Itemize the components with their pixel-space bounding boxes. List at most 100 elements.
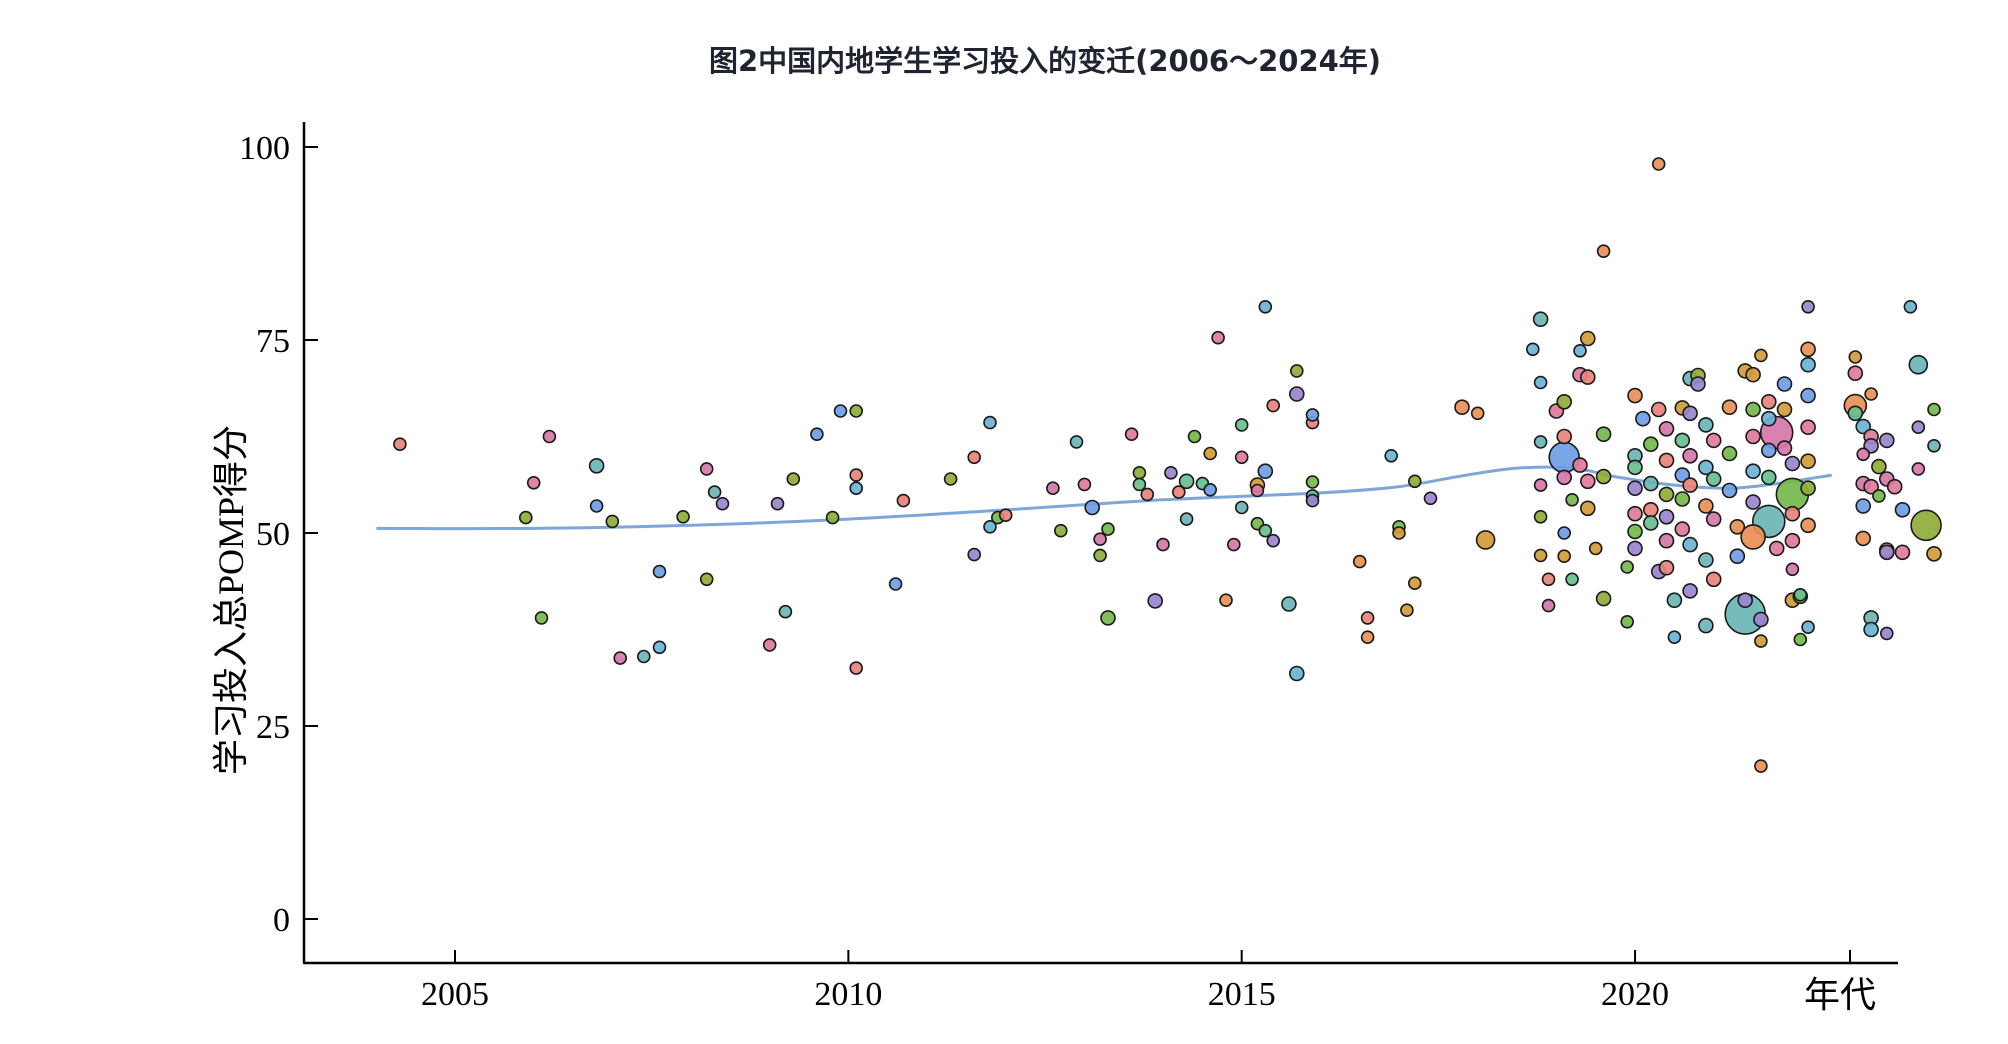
data-point [1093,548,1107,563]
data-point [1776,440,1793,456]
data-point [1572,457,1588,473]
data-point [1289,665,1305,682]
data-point [1627,540,1643,557]
data-point [1595,590,1612,607]
data-point [1721,445,1738,462]
data-point [1698,617,1714,634]
data-point [1580,330,1596,347]
data-point [1266,533,1280,548]
data-point [1620,614,1634,629]
data-point [1408,474,1422,489]
data-point [1903,299,1918,314]
data-point [1927,438,1941,453]
data-point [1234,418,1249,432]
data-point [1682,583,1698,599]
data-point [1266,398,1280,413]
data-point [1360,630,1375,645]
data-point [1257,463,1274,480]
data-point [1785,562,1800,577]
data-point [1674,521,1691,537]
data-points [393,157,1942,773]
data-point [1863,478,1879,495]
data-point [676,509,690,524]
data-point [1541,572,1556,587]
data-point [1745,428,1761,445]
data-point [1532,311,1549,328]
data-point [1305,408,1320,422]
data-point [1100,610,1116,626]
data-point [1666,592,1683,609]
data-point [1556,469,1572,486]
data-point [1682,536,1698,553]
data-point [1258,523,1273,538]
data-point [1234,450,1249,465]
data-point [1556,428,1572,445]
data-point [534,611,549,625]
y-tick-label: 75 [256,323,290,360]
data-point [1352,554,1367,569]
data-point [1886,478,1903,495]
data-point [1140,487,1155,502]
data-point [1595,426,1612,443]
data-point [526,475,541,490]
data-point [1557,549,1571,564]
data-point [1627,459,1643,476]
data-point [1400,603,1414,618]
data-point [1667,630,1682,645]
data-point [1203,446,1217,461]
data-point [1533,548,1548,563]
data-point [1793,632,1808,647]
data-point [1761,469,1777,486]
data-point [1580,369,1596,385]
data-point [518,510,533,525]
data-point [1879,544,1895,561]
data-point [1855,530,1871,547]
data-point [1855,498,1871,514]
x-axis-title: 年代 [1804,975,1876,1015]
data-point [1541,598,1556,613]
data-point [1705,571,1722,588]
data-point [1533,509,1548,524]
data-point [1164,465,1178,480]
data-point [1156,537,1170,552]
data-point [1360,611,1375,625]
data-point [1580,473,1596,490]
data-point [1281,596,1297,612]
y-tick-label: 100 [239,130,290,167]
data-point [1745,494,1761,510]
data-point [1894,501,1911,518]
data-point [1595,468,1612,485]
data-point [1643,475,1659,492]
data-point [1721,482,1738,499]
data-point [1234,500,1249,515]
data-point [1800,387,1816,404]
data-point [1864,387,1878,401]
data-point [1910,509,1942,542]
x-tick-label: 2020 [1601,976,1669,1013]
x-tick-label: 2015 [1208,976,1276,1013]
data-point [1698,498,1714,514]
data-point [849,404,864,418]
axes [302,122,1898,965]
data-point [1635,410,1651,427]
x-tick-label: 2010 [814,976,882,1013]
data-point [849,661,864,675]
data-point [1658,532,1675,549]
data-point [1894,544,1911,561]
data-point [1793,587,1808,602]
data-point [1557,526,1571,540]
data-point [715,496,730,511]
data-point [849,468,864,482]
data-point [1801,299,1815,314]
data-point [1674,491,1691,507]
data-point [1250,483,1265,498]
data-point [1754,348,1768,363]
data-point [1573,343,1587,358]
data-point [1740,524,1766,550]
data-point [1784,505,1801,522]
data-point [1776,401,1793,418]
data-point [943,472,958,486]
data-point [1784,455,1801,472]
data-point [1124,427,1139,442]
data-point [1761,393,1777,410]
